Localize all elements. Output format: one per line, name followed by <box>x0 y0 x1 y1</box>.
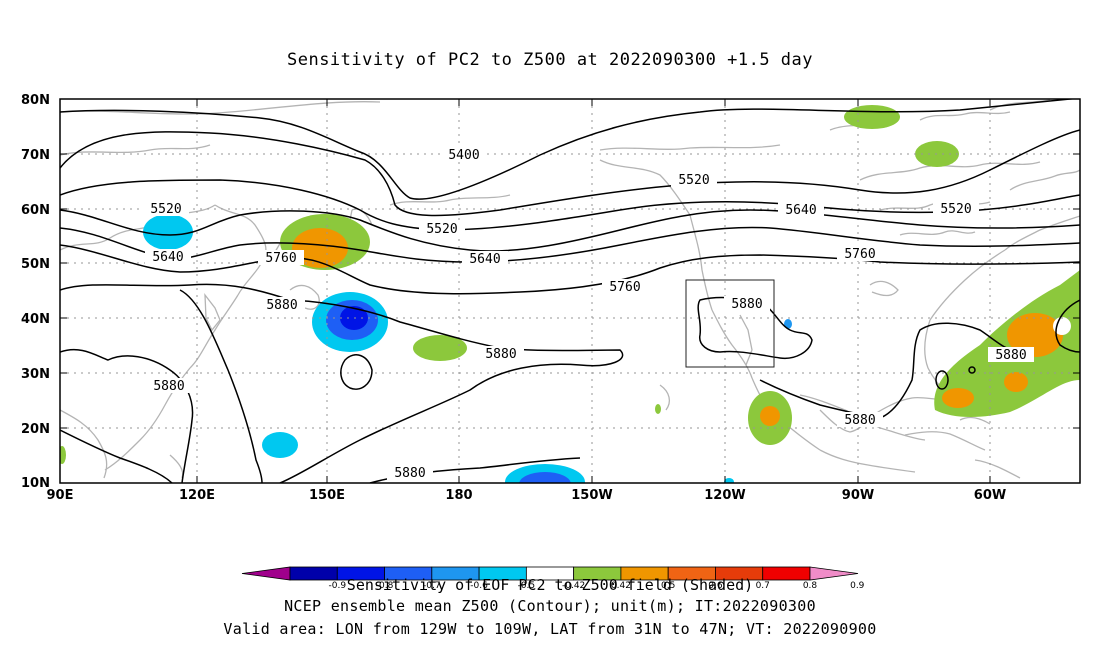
longitude-labels: 90E 120E 150E 180 150W 120W 90W 60W <box>47 488 1007 503</box>
shade-neg-siberia <box>143 214 193 250</box>
shade-pos-central-pacific <box>413 335 467 361</box>
contour-label-5640-east: 5640 <box>785 203 816 218</box>
contour-label-5520-mid: 5520 <box>426 222 457 237</box>
contour-label-5520-west: 5520 <box>150 202 181 217</box>
caption-line-2: Valid area: LON from 129W to 109W, LAT f… <box>223 620 877 638</box>
contour-label-5760-west: 5760 <box>265 251 296 266</box>
lat-label-10n: 10N <box>21 476 50 491</box>
z500-contours <box>60 99 1080 483</box>
colorbar-tick-label: -0.42 <box>562 581 585 591</box>
map-frame <box>59 98 1081 484</box>
colorbar-high-arrow <box>809 566 859 581</box>
contour-label-5880-atlantic: 5880 <box>995 348 1026 363</box>
contour-label-5880-us: 5880 <box>731 297 762 312</box>
coastlines <box>60 99 1080 479</box>
colorbar: -0.9 -0.8 -0.7 -0.6 -0.5 -0.42 0.42 0.5 0.6 0.7 0.… <box>241 566 865 591</box>
lat-label-20n: 20N <box>21 422 50 437</box>
lon-label-150e: 150E <box>309 488 345 503</box>
contour-label-5880-japan: 5880 <box>266 298 297 313</box>
shade-pos-atlantic-core <box>1007 313 1063 357</box>
colorbar-tick-label: 0.5 <box>661 581 675 591</box>
colorbar-tick-label: -0.8 <box>376 581 394 591</box>
contour-label-5640-mid: 5640 <box>469 252 500 267</box>
contour-label-5520-east: 5520 <box>940 202 971 217</box>
colorbar-tick-label: -0.9 <box>328 581 346 591</box>
shade-pos-mexico-core <box>760 406 780 426</box>
lon-label-120w: 120W <box>704 488 745 503</box>
colorbar-tick-label: -0.5 <box>518 581 536 591</box>
shade-neg-south-core <box>519 472 571 483</box>
contour-label-5880-mexico: 5880 <box>844 413 875 428</box>
contour-label-5760-east-text: 5760 <box>844 247 875 262</box>
shade-pos-atlantic-sub <box>942 388 974 408</box>
lon-label-90e: 90E <box>47 488 74 503</box>
colorbar-tick-label: 0.8 <box>803 581 818 591</box>
colorbar-tick-label: 0.6 <box>708 581 723 591</box>
shade-pos-okhotsk-core <box>292 228 348 268</box>
lat-label-50n: 50N <box>21 257 50 272</box>
contour-label-5880-southwest: 5880 <box>153 379 184 394</box>
colorbar-tick-label: 0.7 <box>756 581 770 591</box>
colorbar-caption: Sensitivity of EOF PC2 to Z500 field (Sh… <box>346 576 754 594</box>
contour-label-5640-west: 5640 <box>152 250 183 265</box>
lat-label-70n: 70N <box>21 148 50 163</box>
colorbar-tick-label: 0.42 <box>611 581 631 591</box>
lat-label-80n: 80N <box>21 93 50 108</box>
lat-label-40n: 40N <box>21 312 50 327</box>
contour-label-5400: 5400 <box>448 148 479 163</box>
grid-lines <box>60 99 1080 483</box>
shade-neg-tropics <box>262 432 298 458</box>
lon-label-60w: 60W <box>974 488 1006 503</box>
axis-ticks <box>60 98 1080 483</box>
valid-area-box <box>685 279 775 368</box>
lon-label-120e: 120E <box>179 488 215 503</box>
shade-pos-atlantic <box>934 270 1080 417</box>
contour-label-5880-south: 5880 <box>394 466 425 481</box>
shade-pos-atlantic-sub2 <box>1004 372 1028 392</box>
lon-label-180: 180 <box>445 488 472 503</box>
colorbar-tick-label: -0.7 <box>423 581 441 591</box>
contour-label-5520-north: 5520 <box>678 173 709 188</box>
shade-pos-arctic <box>844 105 900 129</box>
lat-label-30n: 30N <box>21 367 50 382</box>
contour-label-5760-mid: 5760 <box>609 280 640 295</box>
contour-labels: 5400 5520 5520 5520 5520 5640 5640 5640 … <box>143 147 1034 481</box>
caption-line-1: NCEP ensemble mean Z500 (Contour); unit(… <box>284 597 816 615</box>
lon-label-150w: 150W <box>571 488 612 503</box>
colorbar-tick-label: 0.9 <box>850 581 865 591</box>
contour-label-5880-central: 5880 <box>485 347 516 362</box>
sensitivity-shading <box>60 105 1080 483</box>
colorbar-tick-label: -0.6 <box>470 581 488 591</box>
lon-label-90w: 90W <box>842 488 874 503</box>
page-title: Sensitivity of PC2 to Z500 at 2022090300… <box>286 50 813 70</box>
latitude-labels: 80N 70N 60N 50N 40N 30N 20N 10N <box>21 93 50 491</box>
lat-label-60n: 60N <box>21 203 50 218</box>
